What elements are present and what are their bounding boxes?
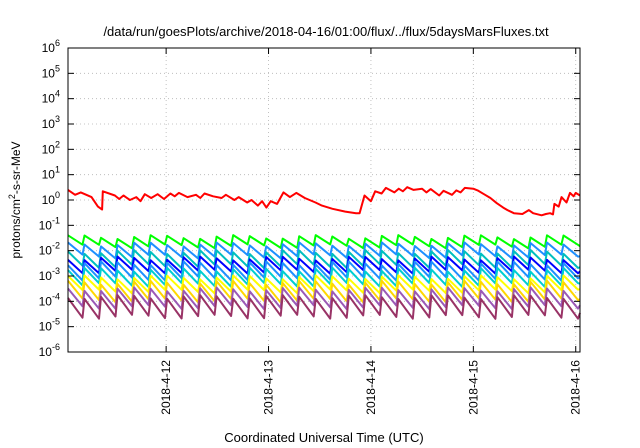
y-tick-label: 10-1 [39,215,60,232]
y-tick-label: 105 [42,63,60,80]
x-tick-label: 2018-4-12 [159,360,173,415]
series-line-3 [67,241,581,260]
y-tick-label: 10-6 [39,342,60,359]
series-layer [67,186,581,320]
x-tick-label: 2018-4-16 [569,360,583,415]
y-tick-label: 106 [42,38,60,55]
chart-title: /data/run/goesPlots/archive/2018-04-16/0… [103,24,549,39]
x-tick-label: 2018-4-13 [262,360,276,415]
y-axis-label: protons/cm2-s-sr-MeV [7,141,23,258]
y-tick-label: 102 [42,139,60,156]
x-tick-labels: 2018-4-12 2018-4-13 2018-4-14 2018-4-15 2018… [159,360,583,415]
series-line-9 [67,279,581,304]
y-tick-label: 103 [42,114,60,131]
y-tick-label: 10-3 [39,266,60,283]
y-tick-label: 101 [42,165,60,182]
y-tick-label: 10-4 [39,291,60,308]
series-line-11 [67,294,581,320]
x-tick-label: 2018-4-14 [364,360,378,415]
x-tick-label: 2018-4-15 [466,360,480,415]
y-tick-labels: 10-6 10-5 10-4 10-3 10-2 10-1 100 101 102 103 104 1… [39,38,60,359]
y-tick-label: 10-5 [39,317,60,334]
series-line-8 [67,274,581,295]
series-line-1 [67,186,581,217]
axis-ticks [68,47,580,353]
y-tick-label: 100 [42,190,60,207]
y-tick-label: 104 [42,89,60,106]
y-tick-label: 10-2 [39,241,60,258]
x-axis-label: Coordinated Universal Time (UTC) [224,430,423,445]
series-line-2 [67,234,581,250]
